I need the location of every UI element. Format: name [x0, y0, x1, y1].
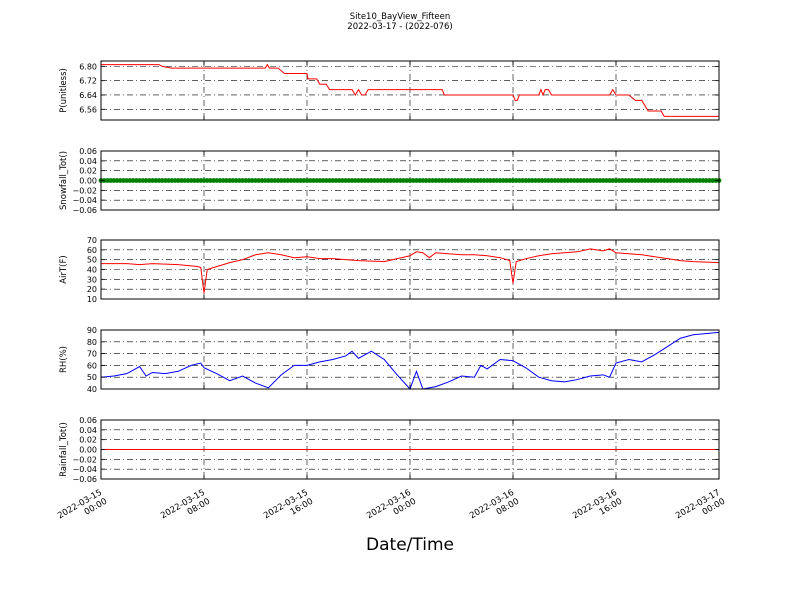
y-axis-label: Snowfall_Tot()	[59, 151, 69, 210]
y-tick-label: 0.00	[79, 446, 97, 455]
y-tick-label: 6.56	[79, 105, 97, 114]
series-line	[100, 331, 720, 390]
y-tick-label: 0.06	[79, 147, 97, 156]
y-tick-label: −0.06	[72, 206, 97, 215]
y-tick-label: 0.04	[79, 157, 97, 166]
y-tick-label: 70	[87, 350, 97, 359]
y-tick-label: 60	[87, 246, 97, 255]
panels: 6.806.726.646.56P(unitless)0.060.040.020…	[59, 60, 722, 484]
y-tick-label: 70	[87, 236, 97, 245]
y-axis-label: Rainfall_Tot()	[59, 422, 69, 477]
panel-1: 6.80 6.72 6.64 6.56 P(unitless)	[59, 60, 720, 121]
y-tick-label: 0.04	[79, 426, 97, 435]
y-tick-label: 80	[87, 338, 97, 347]
figure-subtitle: 2022-03-17 - (2022-076)	[347, 22, 452, 32]
x-axis-label: Date/Time	[366, 535, 454, 555]
y-tick-label: 50	[87, 256, 97, 265]
y-axis-label: P(unitless)	[59, 68, 69, 113]
series-line	[101, 248, 720, 294]
y-tick-label: 0.02	[79, 167, 97, 176]
y-axis-label: RH(%)	[59, 346, 69, 373]
y-tick-label: 40	[87, 385, 97, 394]
y-tick-label: 0.00	[79, 177, 97, 186]
y-tick-label: −0.04	[72, 465, 97, 474]
panel-4: 90 80 70 60 50 40 RH(%)	[59, 326, 720, 394]
y-tick-label: 50	[87, 373, 97, 382]
panel-5: 0.060.040.020.00−0.02−0.04−0.06Rainfall_…	[59, 416, 720, 484]
y-tick-label: −0.04	[72, 196, 97, 205]
y-tick-label: 0.02	[79, 436, 97, 445]
y-tick-label: 0.06	[79, 416, 97, 425]
y-axis-label: AirT(F)	[59, 255, 69, 283]
y-tick-label: −0.06	[72, 475, 97, 484]
y-tick-label: 10	[87, 295, 97, 304]
y-tick-label: 20	[87, 285, 97, 294]
y-tick-label: 6.80	[79, 62, 97, 71]
series-line	[101, 63, 719, 117]
y-tick-label: 6.64	[79, 91, 97, 100]
y-tick-label: 30	[87, 275, 97, 284]
y-tick-label: 60	[87, 361, 97, 370]
y-tick-label: 40	[87, 266, 97, 275]
y-tick-label: 6.72	[79, 77, 97, 86]
y-tick-label: 90	[87, 326, 97, 335]
y-tick-label: −0.02	[72, 455, 97, 464]
y-tick-label: −0.02	[72, 186, 97, 195]
panel-2: 0.060.040.020.00−0.02−0.04−0.06Snowfall_…	[59, 147, 722, 215]
figure-title: Site10_BayView_Fifteen	[350, 12, 451, 22]
